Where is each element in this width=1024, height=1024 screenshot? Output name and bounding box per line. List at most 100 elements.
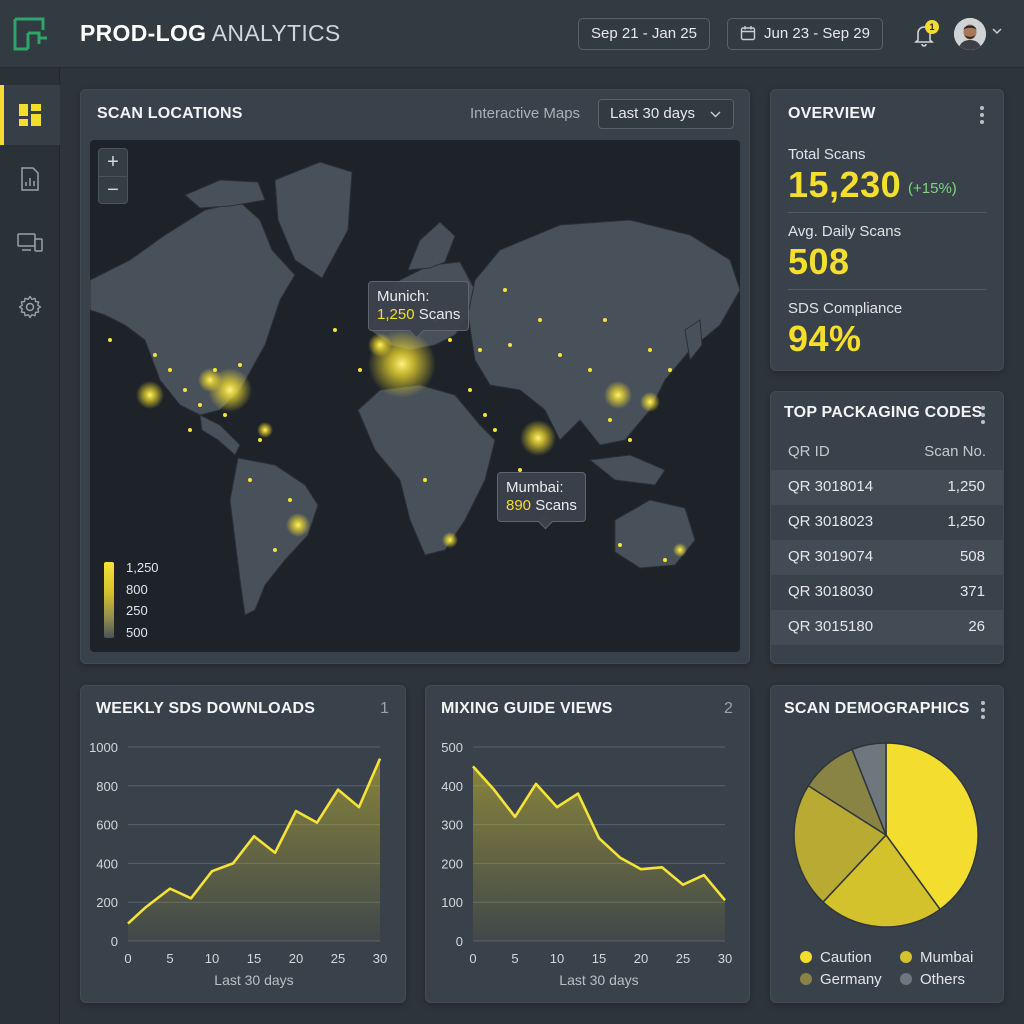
table-row[interactable]: QR 3018030 371 (788, 583, 985, 600)
legend-label: Caution (820, 949, 872, 966)
x-tick-label: 5 (511, 951, 518, 966)
y-tick-label: 400 (441, 779, 463, 794)
sidebar (0, 68, 60, 1024)
landmass-scandinavia (407, 221, 456, 271)
x-tick-label: 0 (124, 951, 131, 966)
landmass-north-america (90, 201, 296, 416)
landmass-south-america (229, 457, 319, 616)
x-tick-label: 5 (166, 951, 173, 966)
map-legend-label: 800 (126, 582, 148, 597)
y-tick-label: 400 (96, 856, 118, 871)
table-row[interactable]: QR 3019074 508 (771, 540, 1003, 575)
demographics-menu-icon[interactable] (981, 701, 985, 722)
total-scans-delta: (+15%) (908, 180, 957, 197)
table-row[interactable]: QR 3015180 26 (771, 610, 1003, 645)
overview-card (770, 89, 1004, 371)
avg-daily-scans-label: Avg. Daily Scans (788, 223, 902, 240)
scan-points (108, 288, 672, 562)
sidebar-item-dashboard[interactable] (0, 85, 60, 145)
map-tooltip-mumbai: Mumbai: 890 Scans (497, 472, 586, 522)
map-zoom-controls: + − (98, 148, 128, 204)
report-document-icon (21, 167, 39, 191)
y-tick-label: 300 (441, 818, 463, 833)
overview-menu-icon[interactable] (980, 106, 984, 127)
pie-slice (821, 833, 942, 928)
x-tick-label: 0 (469, 951, 476, 966)
app-logo-icon[interactable] (12, 16, 48, 52)
legend-swatch (900, 973, 912, 985)
legend-swatch (900, 951, 912, 963)
scan-locations-title: SCAN LOCATIONS (97, 105, 243, 122)
y-tick-label: 200 (96, 895, 118, 910)
col-scan-no: Scan No. (924, 443, 986, 460)
zoom-out-button[interactable]: − (99, 176, 127, 203)
app-title: PROD-LOG ANALYTICS (80, 20, 341, 46)
sds-compliance-label: SDS Compliance (788, 300, 903, 317)
landmass-africa (357, 384, 496, 556)
y-tick-label: 800 (96, 779, 118, 794)
notification-badge: 1 (925, 20, 939, 34)
avatar[interactable] (954, 18, 986, 50)
date-range-button-1[interactable]: Sep 21 - Jan 25 (578, 18, 710, 50)
y-tick-label: 500 (441, 740, 463, 755)
x-tick-label: 15 (247, 951, 261, 966)
chevron-down-icon[interactable] (991, 27, 1003, 35)
scan-demographics-pie (793, 742, 979, 928)
series-area (128, 758, 380, 941)
x-axis-label: Last 30 days (214, 972, 293, 988)
devices-icon (17, 233, 43, 252)
x-tick-label: 30 (718, 951, 732, 966)
card-index: 2 (724, 700, 733, 717)
sidebar-item-reports[interactable] (0, 149, 60, 209)
x-tick-label: 15 (592, 951, 606, 966)
total-scans-label: Total Scans (788, 146, 866, 163)
interactive-maps-link[interactable]: Interactive Maps (470, 105, 581, 122)
y-tick-label: 600 (96, 818, 118, 833)
landmass-japan (684, 319, 703, 362)
weekly-sds-downloads-chart: 0 200 400 600 800 1000 0 5 10 15 20 25 30 Last 30 day… (89, 740, 387, 988)
sidebar-item-settings[interactable] (0, 277, 60, 337)
landmass-australia (614, 499, 696, 569)
legend-item: Mumbai (900, 949, 973, 966)
x-tick-label: 25 (331, 951, 345, 966)
mixing-guide-views-title: MIXING GUIDE VIEWS (441, 700, 613, 717)
avg-daily-scans-value: 508 (788, 241, 850, 282)
world-map-svg (90, 161, 740, 616)
gear-icon (18, 295, 42, 319)
pie-slice (885, 742, 979, 911)
y-tick-label: 200 (441, 856, 463, 871)
divider (788, 212, 986, 213)
date-range-button-2[interactable]: Jun 23 - Sep 29 (727, 18, 883, 50)
world-map[interactable] (90, 140, 740, 652)
table-row[interactable]: QR 3018023 1,250 (788, 513, 985, 530)
scan-hotspots (136, 330, 687, 557)
codes-menu-icon[interactable] (981, 406, 985, 427)
x-tick-label: 10 (550, 951, 564, 966)
landmass-arctic-islands (184, 179, 266, 209)
x-tick-label: 20 (634, 951, 648, 966)
legend-item: Others (900, 971, 965, 988)
table-row[interactable]: QR 3018014 1,250 (771, 470, 1003, 505)
pie-slice (793, 784, 888, 904)
sidebar-item-devices[interactable] (0, 213, 60, 273)
map-legend-label: 1,250 (126, 560, 159, 575)
legend-swatch (800, 951, 812, 963)
top-bar: PROD-LOG ANALYTICS Sep 21 - Jan 25 Jun 2… (0, 0, 1024, 68)
series-area (473, 766, 725, 941)
map-legend-gradient (104, 562, 114, 638)
col-qr-id: QR ID (788, 443, 830, 460)
x-tick-label: 20 (289, 951, 303, 966)
map-range-select[interactable]: Last 30 days (598, 99, 734, 129)
top-packaging-codes-title: TOP PACKAGING CODES (784, 404, 983, 421)
x-tick-label: 30 (373, 951, 387, 966)
chevron-down-icon (710, 111, 721, 118)
table-header: QR ID Scan No. (788, 443, 986, 460)
overview-title: OVERVIEW (788, 105, 876, 122)
x-tick-label: 10 (205, 951, 219, 966)
x-tick-label: 25 (676, 951, 690, 966)
map-tooltip-munich: Munich: 1,250 Scans (368, 281, 470, 331)
zoom-in-button[interactable]: + (107, 151, 119, 173)
y-tick-label: 1000 (89, 740, 118, 755)
user-avatar-icon (954, 18, 986, 50)
weekly-sds-downloads-title: WEEKLY SDS DOWNLOADS (96, 700, 316, 717)
